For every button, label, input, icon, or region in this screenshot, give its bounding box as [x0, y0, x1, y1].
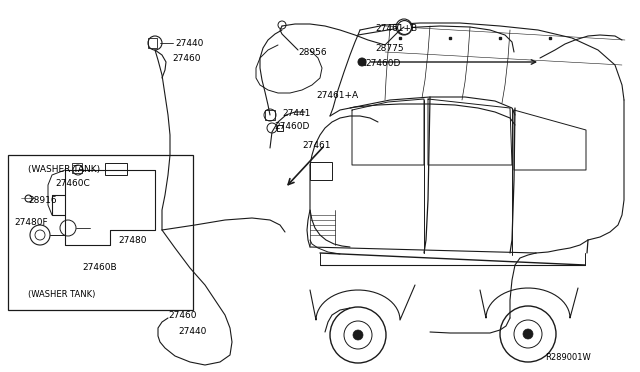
Text: 27460D: 27460D — [274, 122, 309, 131]
Bar — [265, 110, 275, 120]
Text: 27460D: 27460D — [365, 58, 401, 67]
Text: 27440: 27440 — [178, 327, 206, 337]
Bar — [72, 163, 82, 173]
Bar — [148, 38, 157, 48]
Text: 27461+A: 27461+A — [316, 90, 358, 99]
Text: (WASHER TANK): (WASHER TANK) — [28, 164, 100, 173]
Text: 28775: 28775 — [375, 44, 404, 52]
Bar — [8, 155, 193, 310]
Text: R289001W: R289001W — [545, 353, 591, 362]
Text: 27440: 27440 — [175, 38, 204, 48]
Text: 27460: 27460 — [168, 311, 196, 320]
Text: 27480: 27480 — [118, 235, 147, 244]
Text: 27461+B: 27461+B — [375, 23, 417, 32]
Text: 27460B: 27460B — [82, 263, 116, 273]
Text: 27461: 27461 — [302, 141, 330, 150]
Bar — [310, 162, 332, 180]
Text: 28916: 28916 — [28, 196, 56, 205]
Text: 27460C: 27460C — [55, 179, 90, 187]
Circle shape — [523, 329, 533, 339]
Bar — [105, 163, 127, 175]
Text: 27460: 27460 — [172, 54, 200, 62]
Text: (WASHER TANK): (WASHER TANK) — [28, 291, 95, 299]
Circle shape — [358, 58, 366, 66]
Text: 28956: 28956 — [298, 48, 326, 57]
Text: 27480F: 27480F — [14, 218, 47, 227]
Circle shape — [353, 330, 363, 340]
Text: 27441: 27441 — [282, 109, 310, 118]
